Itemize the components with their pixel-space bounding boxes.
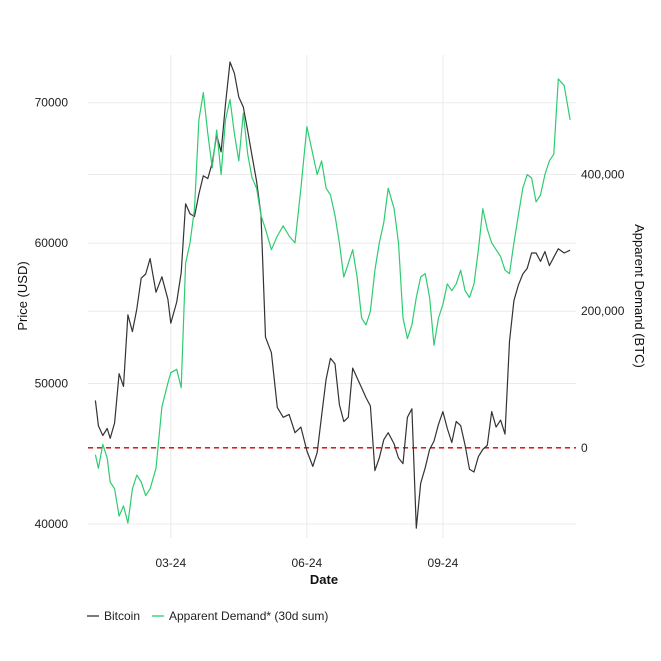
gridlines bbox=[88, 55, 576, 538]
y-right-tick-label: 0 bbox=[581, 441, 588, 455]
legend: Bitcoin Apparent Demand* (30d sum) bbox=[87, 609, 328, 623]
series-group bbox=[94, 61, 571, 529]
legend-demand-label: Apparent Demand* (30d sum) bbox=[169, 609, 328, 623]
y-left-tick-label: 60000 bbox=[35, 236, 69, 250]
y-axis-left-title: Price (USD) bbox=[15, 261, 30, 330]
x-tick-label: 06-24 bbox=[292, 556, 323, 570]
y-left-tick-label: 50000 bbox=[35, 377, 69, 391]
y-axis-right-title: Apparent Demand (BTC) bbox=[632, 224, 647, 368]
series-line-apparent-demand bbox=[94, 78, 571, 524]
series-line-bitcoin bbox=[94, 61, 571, 529]
legend-bitcoin-label: Bitcoin bbox=[104, 609, 140, 623]
y-right-tick-label: 200,000 bbox=[581, 304, 625, 318]
x-tick-label: 09-24 bbox=[428, 556, 459, 570]
x-axis-title: Date bbox=[310, 572, 338, 587]
tick-labels: 40000 50000 60000 70000 0 200,000 400,000 03-24… bbox=[35, 96, 625, 570]
y-left-tick-label: 40000 bbox=[35, 517, 69, 531]
x-tick-label: 03-24 bbox=[155, 556, 186, 570]
y-right-tick-label: 400,000 bbox=[581, 168, 625, 182]
y-left-tick-label: 70000 bbox=[35, 96, 69, 110]
